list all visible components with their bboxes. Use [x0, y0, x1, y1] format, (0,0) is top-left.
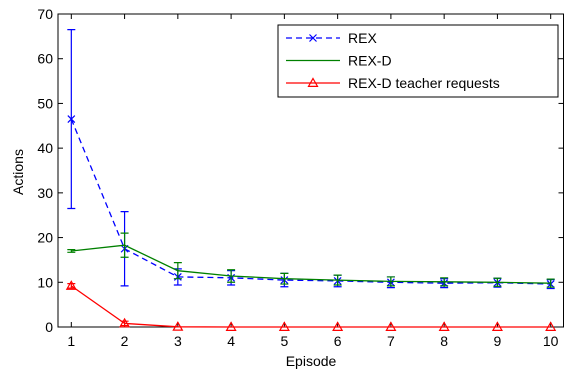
series-line	[70, 118, 551, 285]
data-point	[65, 280, 77, 290]
y-tick-label: 0	[45, 319, 53, 335]
y-tick-label: 70	[37, 6, 53, 22]
data-point	[385, 321, 397, 331]
x-tick-label: 10	[543, 333, 559, 349]
x-tick-label: 7	[387, 333, 395, 349]
x-tick-label: 5	[280, 333, 288, 349]
x-tick-label: 9	[494, 333, 502, 349]
y-axis-label: Actions	[10, 149, 26, 195]
y-tick-label: 30	[37, 185, 53, 201]
y-tick-label: 20	[37, 230, 53, 246]
data-point	[491, 321, 503, 331]
data-point	[67, 115, 76, 124]
legend: REX REX-D REX-D teacher requests	[277, 24, 559, 98]
data-point	[225, 321, 237, 331]
y-tick-label: 40	[37, 140, 53, 156]
legend-label: REX	[348, 30, 377, 46]
data-point	[278, 321, 290, 331]
y-tick-label: 50	[37, 95, 53, 111]
data-point	[119, 317, 131, 328]
x-tick-label: 6	[334, 333, 342, 349]
x-tick-label: 1	[67, 333, 75, 349]
x-tick-label: 8	[440, 333, 448, 349]
legend-label: REX-D teacher requests	[348, 75, 500, 91]
y-tick-label: 10	[37, 274, 53, 290]
legend-entry: REX-D teacher requests	[286, 75, 500, 91]
data-point	[545, 321, 557, 331]
legend-entry: REX	[286, 30, 377, 46]
series-rex-d	[67, 232, 555, 288]
data-point	[438, 321, 450, 331]
legend-entry: REX-D	[286, 53, 392, 69]
x-tick-label: 4	[227, 333, 235, 349]
x-tick-label: 2	[121, 333, 129, 349]
data-point	[172, 321, 184, 331]
legend-label: REX-D	[348, 53, 392, 69]
plot-area: 1 2 3 4 5 6 7 8 9 10 0 10 20 30 40 50 60 70	[37, 6, 564, 349]
series-rex-d-teacher-requests	[65, 280, 557, 331]
x-axis-label: Episode	[286, 353, 337, 369]
legend-marker	[307, 77, 319, 87]
y-tick-label: 60	[37, 51, 53, 67]
legend-marker	[309, 34, 317, 42]
x-tick-label: 3	[174, 333, 182, 349]
data-point	[332, 321, 344, 331]
series-line	[70, 285, 551, 328]
series-line	[71, 244, 551, 284]
